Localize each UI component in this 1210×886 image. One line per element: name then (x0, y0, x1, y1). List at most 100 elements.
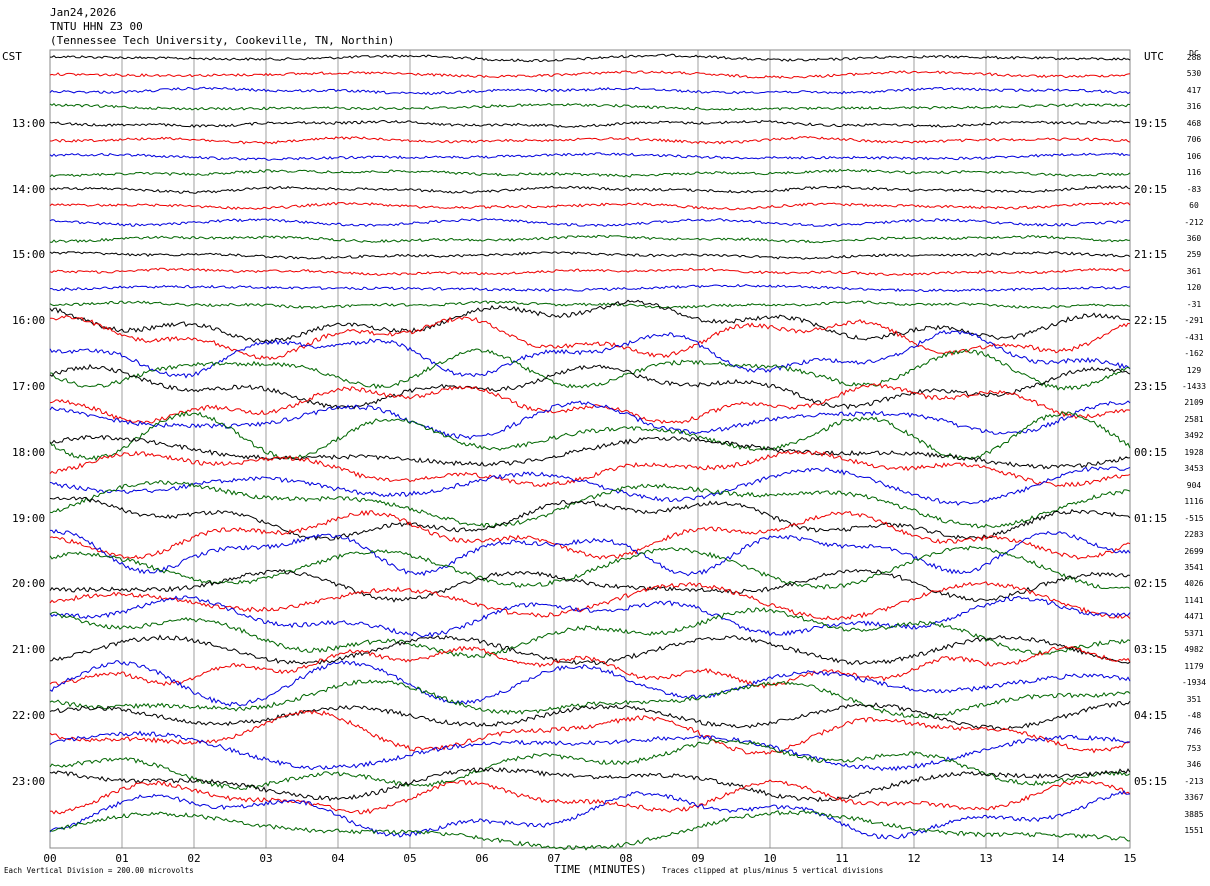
trace-line (49, 300, 1131, 310)
trace-line (49, 185, 1131, 194)
trace-line (49, 595, 1131, 638)
trace-line (49, 767, 1131, 803)
utc-hour-label: 05:15 (1134, 774, 1168, 788)
minute-tick-label: 12 (907, 852, 920, 865)
dc-offset-value: 417 (1186, 85, 1202, 95)
dc-offset-value: 2283 (1184, 530, 1204, 540)
dc-offset-value: 4471 (1184, 612, 1204, 622)
trace-line (49, 168, 1131, 178)
dc-offset-value: 3885 (1184, 809, 1204, 819)
dc-offset-value: 120 (1186, 283, 1202, 293)
dc-offset-value: 904 (1186, 480, 1202, 490)
trace-line (49, 779, 1131, 815)
header-date: Jan24,2026 (50, 6, 117, 19)
minute-tick-label: 10 (763, 852, 776, 865)
utc-hour-label: 02:15 (1134, 577, 1168, 591)
dc-offset-value: -48 (1186, 711, 1202, 720)
trace-line (49, 709, 1131, 755)
footer-scale: Each Vertical Division = 200.00 microvol… (4, 866, 194, 875)
dc-header: DC (1189, 49, 1199, 58)
dc-offset-value: 2109 (1184, 398, 1204, 408)
dc-offset-value: 4026 (1184, 579, 1204, 589)
dc-offset-value: 753 (1186, 743, 1202, 753)
dc-offset-value: 3453 (1184, 464, 1204, 474)
utc-hour-label: 20:15 (1134, 182, 1168, 196)
dc-offset-value: 116 (1186, 168, 1202, 178)
minute-tick-label: 09 (691, 852, 704, 865)
trace-line (49, 329, 1131, 379)
minute-tick-label: 04 (331, 852, 345, 865)
trace-line (49, 679, 1131, 719)
minute-tick-label: 13 (979, 852, 992, 865)
dc-offset-value: -213 (1184, 776, 1204, 786)
trace-line (49, 789, 1131, 840)
dc-offset-value: -431 (1184, 332, 1204, 342)
trace-line (49, 450, 1131, 488)
cst-hour-label: 19:00 (12, 511, 46, 525)
header-station: TNTU HHN Z3 00 (50, 20, 143, 33)
dc-offset-value: 3492 (1184, 431, 1204, 441)
dc-offset-value: -212 (1184, 217, 1204, 227)
minute-tick-label: 08 (619, 852, 632, 865)
utc-hour-label: 04:15 (1134, 709, 1168, 722)
trace-line (49, 410, 1131, 462)
trace-line (49, 103, 1131, 111)
trace-line (49, 434, 1131, 470)
cst-hour-label: 21:00 (12, 643, 46, 657)
minute-tick-label: 02 (187, 852, 200, 865)
minute-tick-label: 00 (43, 852, 56, 865)
trace-line (50, 136, 1131, 145)
trace-line (49, 315, 1131, 361)
dc-offset-value: -1934 (1181, 678, 1207, 688)
trace-line (49, 568, 1131, 603)
trace-line (49, 201, 1131, 211)
trace-line (49, 234, 1131, 244)
minute-tick-label: 01 (115, 852, 128, 865)
trace-line (49, 645, 1131, 689)
utc-hour-label: 22:15 (1134, 314, 1168, 328)
header-location: (Tennessee Tech University, Cookeville, … (50, 34, 395, 47)
trace-line (50, 528, 1131, 577)
cst-hour-label: 18:00 (12, 445, 46, 459)
trace-line (49, 730, 1131, 772)
dc-offset-value: 2699 (1184, 546, 1204, 556)
trace-line (49, 607, 1131, 659)
trace-line (49, 739, 1131, 791)
trace-line (49, 363, 1131, 410)
dc-offset-value: 106 (1186, 151, 1202, 161)
trace-line (49, 810, 1131, 851)
utc-hour-label: 03:15 (1134, 643, 1168, 657)
dc-offset-value: 530 (1186, 69, 1202, 79)
dc-offset-value: 1116 (1184, 497, 1204, 507)
trace-line (49, 152, 1131, 161)
trace-line (49, 634, 1131, 666)
dc-offset-value: 351 (1186, 694, 1202, 704)
dc-offset-value: 361 (1186, 266, 1202, 276)
dc-offset-value: 129 (1186, 365, 1202, 375)
dc-offset-value: -162 (1184, 349, 1204, 359)
cst-hour-label: 13:00 (12, 116, 46, 130)
dc-offset-value: -1433 (1181, 382, 1207, 391)
trace-line (49, 466, 1131, 506)
minute-tick-label: 05 (403, 852, 416, 865)
dc-offset-value: 316 (1186, 102, 1202, 112)
dc-offset-value: 288 (1186, 53, 1202, 62)
dc-offset-value: 5371 (1184, 628, 1204, 638)
dc-offset-value: 1179 (1184, 661, 1204, 671)
trace-line (49, 119, 1131, 129)
cst-hour-label: 14:00 (12, 182, 46, 196)
dc-offset-value: 60 (1189, 201, 1199, 211)
trace-line (49, 299, 1131, 344)
utc-hour-label: 01:15 (1134, 511, 1168, 525)
dc-offset-value: -31 (1186, 299, 1202, 309)
trace-line (50, 53, 1131, 63)
right-timezone-label: UTC (1144, 50, 1164, 63)
dc-offset-value: 2581 (1184, 414, 1204, 424)
dc-offset-value: 1928 (1184, 447, 1204, 457)
trace-line (49, 581, 1131, 621)
minute-tick-label: 07 (547, 852, 560, 865)
x-axis-label: TIME (MINUTES) (554, 863, 647, 876)
trace-line (49, 700, 1131, 731)
dc-offset-value: -83 (1186, 184, 1202, 194)
trace-line (49, 70, 1131, 79)
